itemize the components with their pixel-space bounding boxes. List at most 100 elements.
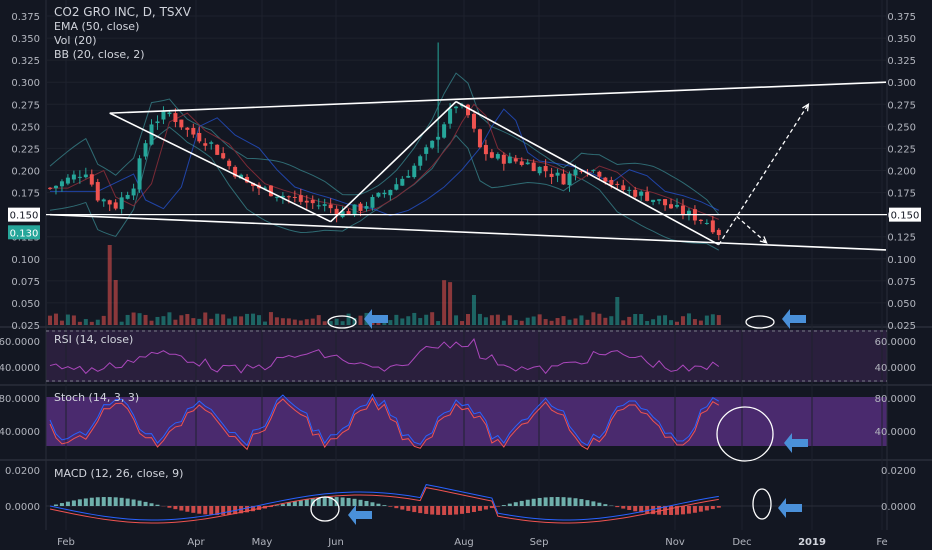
candle-body: [680, 205, 685, 215]
volume-bar: [704, 315, 709, 325]
volume-bar: [424, 314, 429, 325]
candle-body: [537, 166, 542, 174]
macd-histogram-bar: [221, 506, 226, 515]
rsi-line: [49, 338, 720, 375]
candle-body: [471, 113, 476, 129]
candle-body: [358, 203, 363, 211]
macd-histogram-bar: [489, 506, 494, 509]
macd-histogram-bar: [316, 497, 321, 506]
macd-histogram-bar: [71, 500, 76, 506]
volume-bar: [262, 321, 267, 325]
macd-histogram-bar: [561, 497, 566, 506]
macd-tick-right: 0.0200: [881, 466, 916, 477]
price-tick-right: 0.375: [887, 12, 916, 23]
price-tick-left: 0.100: [11, 255, 40, 266]
volume-bar: [89, 321, 94, 325]
candle-body: [215, 144, 220, 155]
volume-bar: [149, 320, 154, 325]
volume-bar: [274, 317, 279, 325]
volume-bar: [430, 312, 435, 325]
volume-bar: [519, 320, 524, 325]
volume-bar: [412, 312, 417, 325]
candle-body: [268, 185, 273, 197]
x-tick-label: Apr: [187, 537, 205, 548]
macd-histogram-bar: [179, 506, 184, 511]
macd-histogram-bar: [710, 506, 715, 510]
volume-bar: [334, 318, 339, 325]
macd-histogram-bar: [579, 499, 584, 506]
candle-body: [627, 189, 632, 191]
stoch-tick-left: 40.0000: [0, 427, 40, 438]
volume-bar: [483, 317, 488, 325]
last-price-tag: [8, 225, 40, 240]
candle-body: [334, 208, 339, 216]
price-tick-right: 0.100: [887, 255, 916, 266]
trendline-upper-channel: [109, 81, 887, 114]
macd-histogram-bar: [340, 497, 345, 506]
volume-bar: [501, 320, 506, 325]
candle-body: [346, 211, 351, 215]
candle-body: [364, 206, 369, 209]
candle-body: [591, 169, 596, 171]
volume-bar: [280, 318, 285, 325]
macd-histogram-bar: [698, 506, 703, 512]
last-price-label: 0.130: [10, 228, 39, 239]
volume-bar: [406, 316, 411, 325]
volume-bar: [418, 318, 423, 325]
candle-body: [191, 127, 196, 135]
trendline-drop-1: [109, 112, 332, 223]
volume-bar: [233, 316, 238, 325]
macd-histogram-bar: [567, 497, 572, 506]
rsi-tick-right: 40.0000: [875, 363, 916, 374]
candle-body: [119, 197, 124, 210]
volume-bar: [710, 314, 715, 325]
candle-body: [298, 195, 303, 202]
candle-body: [507, 156, 512, 164]
macd-histogram-bar: [149, 503, 154, 506]
macd-histogram-bar: [304, 499, 309, 506]
candle-body: [71, 174, 76, 180]
macd-histogram-bar: [191, 506, 196, 513]
volume-bar: [579, 315, 584, 325]
ema-legend: EMA (50, close): [54, 20, 140, 33]
candle-body: [519, 161, 524, 165]
x-tick-label: 2019: [798, 537, 826, 548]
volume-bar: [436, 321, 441, 325]
volume-bar: [376, 321, 381, 325]
price-tick-right: 0.200: [887, 167, 916, 178]
macd-histogram-bar: [621, 506, 626, 509]
macd-histogram-bar: [448, 506, 453, 515]
bb-upper: [49, 72, 720, 215]
candle-body: [651, 199, 656, 203]
volume-bar: [113, 280, 118, 325]
volume-bar: [507, 315, 512, 325]
volume-bar: [227, 318, 232, 325]
macd-histogram-bar: [59, 503, 64, 506]
macd-histogram-bar: [537, 497, 542, 506]
candle-body: [245, 176, 250, 183]
macd-histogram-bar: [519, 500, 524, 506]
macd-histogram-bar: [633, 506, 638, 512]
price-line-tag-right: [889, 207, 921, 222]
macd-histogram-bar: [716, 506, 721, 508]
volume-bar: [615, 297, 620, 325]
volume-bar: [48, 315, 52, 325]
candle-body: [704, 222, 709, 224]
macd-histogram-bar: [328, 497, 333, 506]
macd-histogram-bar: [597, 502, 602, 506]
candle-body: [442, 124, 447, 138]
x-tick-label: Dec: [732, 537, 751, 548]
candle-body: [328, 204, 333, 209]
volume-bar: [716, 315, 721, 325]
candle-body: [125, 194, 130, 199]
price-tick-left: 0.075: [11, 277, 40, 288]
volume-bar: [669, 320, 674, 325]
macd-histogram-bar: [442, 506, 447, 515]
volume-bar: [525, 317, 530, 325]
volume-bar: [585, 319, 590, 325]
macd-histogram-bar: [495, 506, 500, 507]
macd-histogram-bar: [513, 502, 518, 506]
volume-bar: [686, 313, 691, 325]
candle-body: [710, 220, 715, 233]
